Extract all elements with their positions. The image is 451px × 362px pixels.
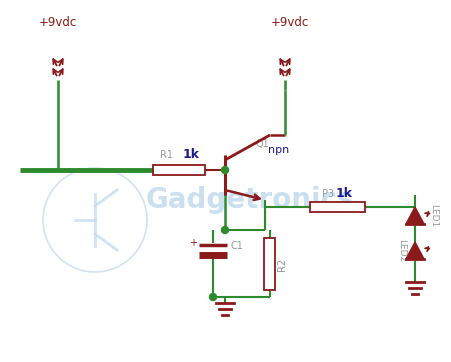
Text: 1k: 1k [335,187,352,200]
Text: +9vdc: +9vdc [270,16,308,29]
Text: Gadgetronics: Gadgetronics [145,186,354,214]
Bar [309,202,364,212]
Circle shape [221,167,228,173]
Text: Q1: Q1 [255,139,269,149]
Bar [152,165,205,175]
Text: LED2: LED2 [396,239,405,262]
Text: +: + [189,238,197,248]
Circle shape [209,294,216,300]
Text: R2: R2 [276,257,286,270]
Text: LED1: LED1 [428,204,437,227]
Text: npn: npn [267,145,289,155]
Text: 1k: 1k [183,148,199,161]
Text: P3: P3 [322,189,334,199]
Text: C1: C1 [230,241,244,251]
Bar [264,238,275,290]
Polygon shape [405,207,423,224]
Text: +9vdc: +9vdc [39,16,77,29]
Text: R1: R1 [160,150,173,160]
Circle shape [221,227,228,233]
Polygon shape [405,242,423,259]
